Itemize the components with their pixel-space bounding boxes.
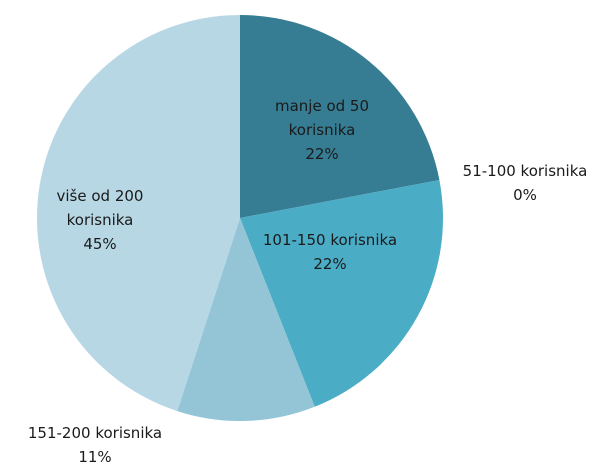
pie-slice (177, 218, 315, 421)
slice-label: 51-100 korisnika 0% (435, 159, 606, 207)
category-name: 51-100 korisnika (462, 162, 588, 180)
pie-slice (240, 179, 443, 407)
category-name: manje od 50 korisnika (274, 97, 370, 139)
value-label: 22% (305, 145, 339, 163)
slice-label: 101-150 korisnika 22% (245, 228, 415, 276)
value-label: 22% (313, 255, 347, 273)
slice-label: 151-200 korisnika 11% (5, 421, 185, 469)
slice-label: više od 200 korisnika 45% (35, 184, 165, 256)
value-label: 0% (513, 186, 537, 204)
pie-slice (37, 15, 240, 412)
value-label: 11% (78, 448, 112, 466)
category-name: 101-150 korisnika (262, 231, 398, 249)
category-name: 151-200 korisnika (27, 424, 163, 442)
value-label: 45% (83, 235, 117, 253)
pie-slice (240, 15, 440, 218)
category-name: više od 200 korisnika (56, 187, 144, 229)
slice-label: manje od 50 korisnika 22% (257, 94, 387, 166)
